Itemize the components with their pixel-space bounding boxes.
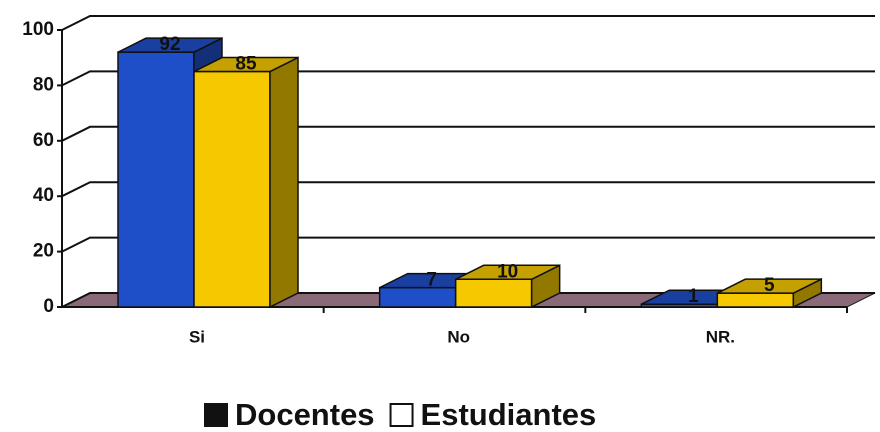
grid-line bbox=[61, 292, 875, 308]
bar-face bbox=[378, 286, 457, 308]
bar-face bbox=[716, 292, 795, 308]
y-tick-label: 40 bbox=[33, 185, 54, 206]
value-label: 10 bbox=[497, 261, 518, 282]
legend-marker bbox=[204, 403, 228, 427]
y-tick-label: 80 bbox=[33, 74, 54, 95]
bar bbox=[454, 264, 561, 309]
grid-line bbox=[61, 15, 875, 31]
bar-face bbox=[117, 37, 223, 53]
y-tick-label: 0 bbox=[43, 296, 54, 317]
bar-face bbox=[193, 56, 299, 73]
x-tick-label: NR. bbox=[706, 327, 735, 346]
value-label: 1 bbox=[688, 286, 699, 307]
y-tick-label: 20 bbox=[33, 241, 54, 262]
legend-label: Docentes bbox=[235, 397, 375, 432]
value-label: 5 bbox=[764, 275, 775, 296]
x-tick-label: Si bbox=[189, 327, 205, 346]
grid-line bbox=[61, 236, 875, 253]
bar-face bbox=[193, 70, 271, 308]
x-tick-label: No bbox=[447, 327, 470, 346]
y-tick-label: 100 bbox=[22, 19, 54, 40]
grid-line bbox=[61, 70, 875, 87]
bar bbox=[716, 277, 823, 309]
bar-face bbox=[269, 56, 299, 309]
value-label: 7 bbox=[426, 270, 437, 291]
bar-face bbox=[117, 51, 195, 308]
bar-face bbox=[716, 278, 822, 294]
value-label: 92 bbox=[159, 34, 180, 55]
bar-face bbox=[454, 278, 533, 308]
bar bbox=[193, 56, 299, 309]
grid-line bbox=[61, 181, 875, 198]
bar-face bbox=[455, 264, 561, 281]
y-tick-label: 60 bbox=[33, 130, 54, 151]
legend-marker bbox=[389, 403, 414, 427]
grid-line bbox=[61, 125, 875, 142]
legend-label: Estudiantes bbox=[421, 397, 597, 432]
value-label: 85 bbox=[235, 54, 257, 75]
